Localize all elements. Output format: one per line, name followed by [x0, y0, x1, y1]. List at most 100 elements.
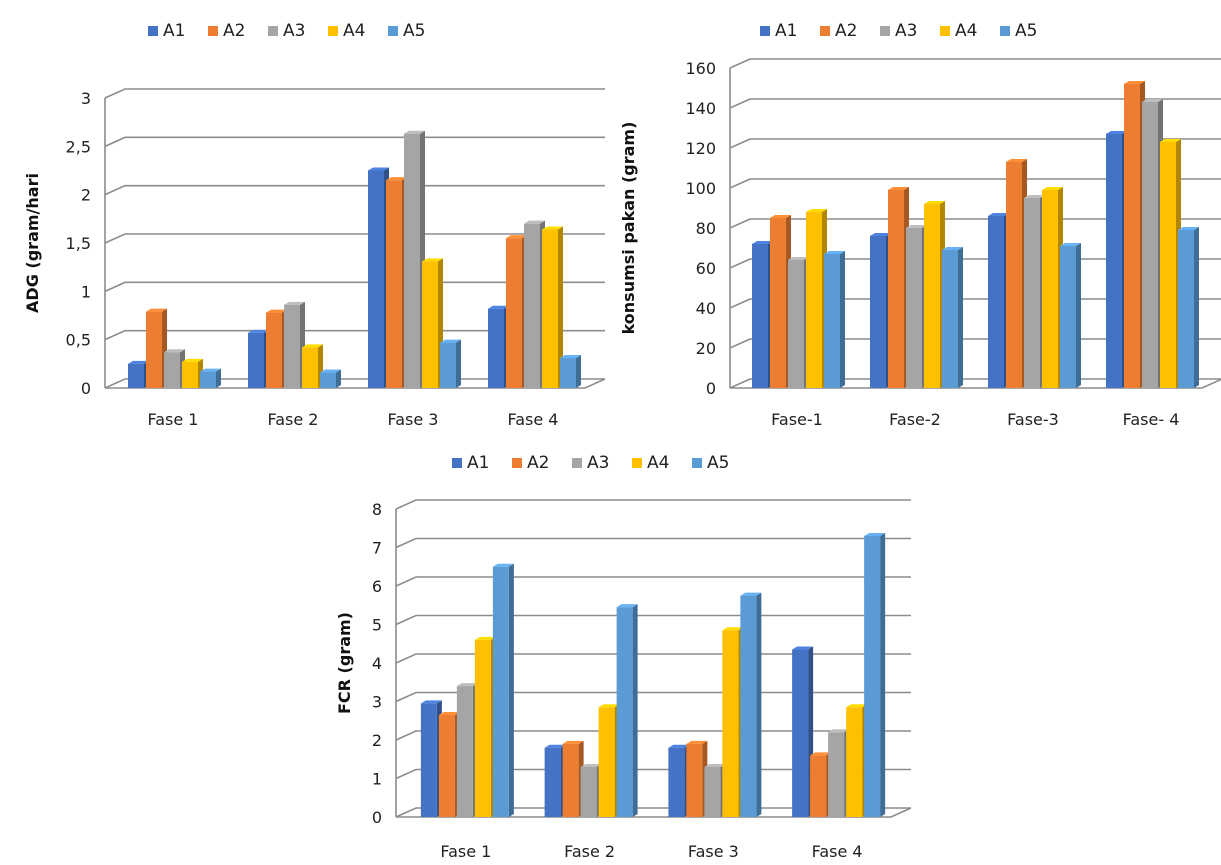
bar [524, 220, 545, 388]
legend-swatch [452, 458, 462, 468]
bar [164, 349, 185, 388]
bar [1178, 227, 1199, 388]
bar [438, 711, 460, 817]
legend-swatch [388, 26, 398, 36]
x-tick-label: Fase 1 [440, 842, 491, 861]
bar [1060, 243, 1081, 388]
legend-swatch [148, 26, 158, 36]
bar [368, 167, 389, 388]
y-tick-label: 1,5 [66, 234, 91, 253]
bar [810, 752, 832, 817]
legend-swatch [880, 26, 890, 36]
bar [722, 627, 744, 817]
x-tick-label: Fase 3 [688, 842, 739, 861]
bar [456, 683, 478, 817]
bar [542, 226, 563, 388]
bars [752, 81, 1199, 388]
y-tick-label: 0,5 [66, 331, 91, 350]
gridline [104, 233, 605, 244]
legend-swatch [820, 26, 830, 36]
y-tick-label: 40 [696, 299, 716, 318]
x-tick-label: Fase-2 [889, 410, 941, 429]
gridline [104, 184, 605, 196]
gridline [104, 281, 605, 293]
legend-entry: A2 [527, 453, 549, 473]
legend-entry: A4 [647, 453, 669, 473]
y-tick-label: 2 [81, 186, 91, 205]
y-tick-label: 20 [696, 339, 716, 358]
bar [302, 344, 323, 388]
legend-swatch [208, 26, 218, 36]
bar [668, 744, 690, 817]
bar [492, 563, 514, 817]
gridline [395, 653, 911, 664]
y-tick-label: 4 [372, 654, 382, 673]
bar [580, 763, 602, 817]
bars [420, 532, 886, 817]
y-tick-label: 0 [372, 808, 382, 827]
bar [1024, 195, 1045, 388]
y-tick-label: 160 [685, 59, 716, 78]
feed-consumption-chart: A1 A2 A3 A4 A5 0 20 40 60 80 100 120 140 160 konsumsi … [610, 0, 1221, 440]
bar [284, 301, 305, 388]
y-tick-label: 140 [685, 99, 716, 118]
bar [828, 729, 850, 817]
bar [770, 215, 791, 388]
y-tick-label: 6 [372, 577, 382, 596]
floor-edge [730, 378, 1221, 389]
bar [1006, 159, 1027, 388]
bar [616, 604, 638, 817]
bar [420, 700, 442, 817]
y-tick-label: 80 [696, 219, 716, 238]
y-tick-label: 2 [372, 731, 382, 750]
bar [404, 130, 425, 388]
bar [806, 209, 827, 388]
bar [562, 740, 584, 817]
chart-svg: A1 A2 A3 A4 A5 0 1 2 3 4 5 6 7 8 FCR (gram) Fase 1 Fase … [335, 453, 912, 861]
bar [128, 360, 149, 388]
bar [752, 241, 773, 388]
bar [740, 592, 762, 817]
gridline [104, 136, 605, 148]
bar [248, 329, 269, 388]
y-tick-label: 0 [81, 379, 91, 398]
gridlines [104, 88, 605, 389]
bar [686, 740, 708, 817]
legend-swatch [268, 26, 278, 36]
bar [320, 369, 341, 388]
bars [128, 130, 581, 388]
y-tick-label: 0 [706, 379, 716, 398]
legend-entry: A5 [1015, 21, 1037, 41]
bar [474, 636, 496, 817]
gridline [729, 218, 1221, 229]
x-tick-label: Fase 1 [148, 410, 199, 429]
y-axis-label: FCR (gram) [335, 612, 354, 714]
bar [788, 257, 809, 388]
legend: A1 A2 A3 A4 A5 [148, 21, 425, 41]
legend-swatch [760, 26, 770, 36]
legend-entry: A1 [163, 21, 185, 41]
y-tick-label: 7 [372, 539, 382, 558]
bar [704, 763, 726, 817]
bar [924, 201, 945, 388]
gridline [395, 499, 911, 510]
gridline [395, 537, 911, 549]
fcr-chart: A1 A2 A3 A4 A5 0 1 2 3 4 5 6 7 8 FCR (gram) Fase 1 Fase … [320, 440, 921, 865]
y-axis-label: konsumsi pakan (gram) [619, 122, 638, 335]
y-tick-label: 1 [372, 770, 382, 789]
gridline [395, 576, 911, 587]
legend-entry: A4 [955, 21, 977, 41]
x-tick-label: Fase-1 [771, 410, 823, 429]
y-tick-label: 60 [696, 259, 716, 278]
x-tick-label: Fase- 4 [1123, 410, 1180, 429]
adg-chart: A1 A2 A3 A4 A5 0 0,5 1 1,5 2 2,5 3 ADG (gram/hari Fas… [0, 0, 610, 440]
bar [544, 744, 566, 817]
legend-swatch [512, 458, 522, 468]
legend-entry: A2 [223, 21, 245, 41]
gridline [104, 88, 605, 99]
y-tick-label: 1 [81, 282, 91, 301]
y-tick-label: 3 [372, 693, 382, 712]
legend-swatch [632, 458, 642, 468]
bar [864, 532, 886, 817]
legend-swatch [572, 458, 582, 468]
